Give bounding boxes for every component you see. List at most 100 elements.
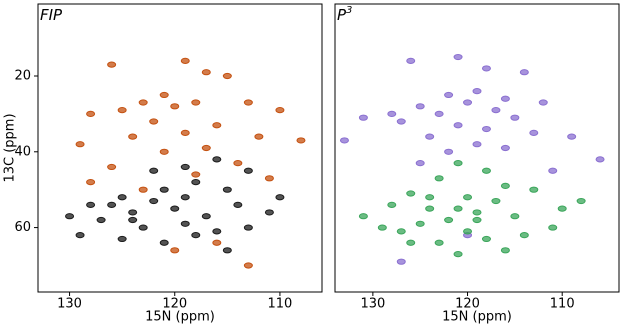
peak [243, 99, 253, 106]
peak [201, 69, 211, 76]
peak [275, 107, 285, 114]
x-tick-label: 130 [360, 297, 385, 312]
peak [415, 103, 425, 110]
peak [387, 201, 397, 208]
peak [212, 156, 222, 163]
peak [75, 232, 85, 239]
peak [396, 228, 406, 235]
peak [415, 160, 425, 167]
peak [149, 118, 159, 125]
peak [86, 179, 96, 186]
peak [191, 232, 201, 239]
peak [453, 205, 463, 212]
peak [170, 205, 180, 212]
peak [222, 247, 232, 254]
peak [117, 194, 127, 201]
peak [444, 148, 454, 155]
y-tick-label: 40 [14, 144, 31, 159]
panel-title-text: P [337, 6, 347, 24]
peak [472, 216, 482, 224]
peak [170, 103, 180, 110]
peak [201, 213, 211, 220]
peak [415, 220, 425, 227]
panel-title-superscript: 3 [346, 5, 352, 16]
peak [212, 122, 222, 129]
peak [500, 144, 510, 152]
peak [481, 125, 491, 133]
peak [472, 141, 482, 148]
peak [434, 110, 444, 117]
peak [567, 133, 577, 140]
peak [212, 228, 222, 235]
peak [500, 247, 510, 254]
peak [233, 160, 243, 167]
peak [519, 69, 529, 76]
peak [481, 65, 491, 72]
peak [86, 201, 96, 208]
peak [491, 197, 501, 205]
peak [406, 239, 416, 246]
peak [453, 53, 463, 61]
peak [243, 262, 253, 269]
peak [138, 224, 148, 231]
peak [491, 107, 501, 114]
peak [201, 144, 211, 152]
peak [149, 167, 159, 174]
peak [425, 194, 435, 201]
peak [396, 118, 406, 125]
peak [275, 194, 285, 201]
peak [159, 148, 169, 155]
peak [500, 182, 510, 189]
peak [212, 239, 222, 246]
peak [463, 99, 473, 106]
peak [463, 194, 473, 201]
peak [538, 99, 548, 106]
x-axis-label: 15N (ppm) [442, 310, 512, 325]
peak [191, 99, 201, 106]
peak [358, 114, 368, 121]
peaks [339, 53, 605, 265]
peak [444, 216, 454, 224]
peak [180, 220, 190, 227]
peak [529, 129, 539, 136]
peak [159, 186, 169, 193]
peak [500, 95, 510, 102]
peak [65, 213, 75, 220]
peak [159, 239, 169, 246]
peak [453, 251, 463, 258]
peak [396, 258, 406, 265]
peak [264, 209, 274, 216]
peak [128, 216, 138, 224]
peak [463, 228, 473, 235]
x-tick-label: 110 [268, 297, 293, 312]
x-tick-label: 130 [57, 297, 82, 312]
peak [96, 216, 106, 224]
peak [358, 213, 368, 220]
peak [472, 209, 482, 216]
peak [434, 175, 444, 182]
peak [128, 209, 138, 216]
peak [117, 235, 127, 243]
peak [159, 91, 169, 99]
peak [425, 205, 435, 212]
peak [481, 167, 491, 174]
peak [180, 129, 190, 136]
peak [510, 213, 520, 220]
peak [576, 197, 586, 205]
panel-title: P3 [337, 5, 352, 24]
peak [180, 57, 190, 64]
y-axis-label: 13C (ppm) [3, 113, 18, 182]
peak [243, 167, 253, 174]
peak [180, 194, 190, 201]
peak [548, 167, 558, 174]
peak [264, 175, 274, 182]
x-tick-label: 120 [162, 297, 187, 312]
peak [254, 133, 264, 140]
peak [548, 224, 558, 231]
panel-title: FIP [40, 6, 63, 24]
peak [86, 110, 96, 117]
peak [233, 201, 243, 208]
x-tick-label: 120 [455, 297, 480, 312]
peak [180, 163, 190, 171]
